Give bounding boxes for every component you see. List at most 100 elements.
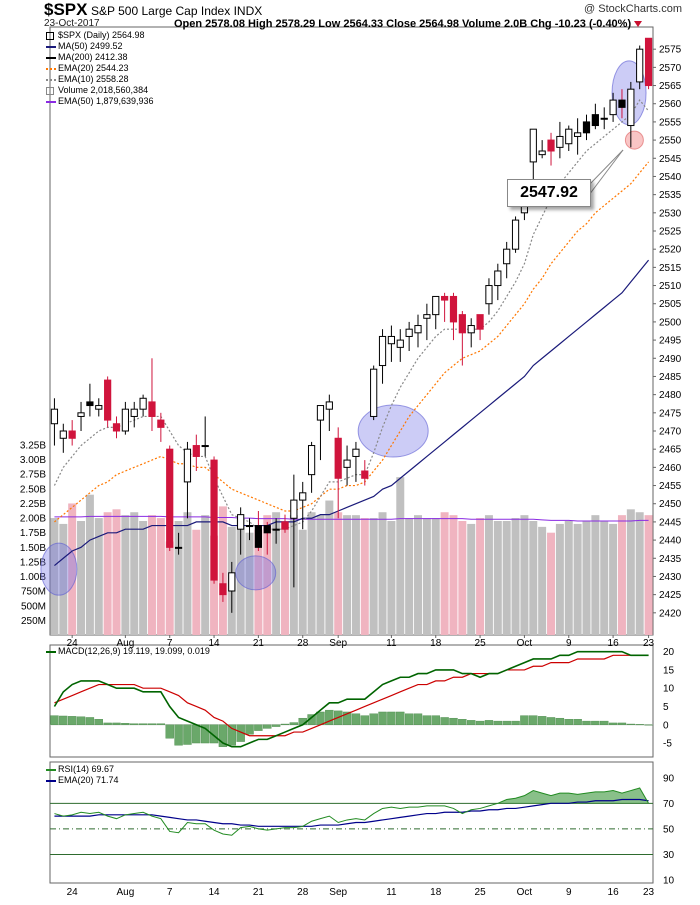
macd-histogram-bar bbox=[138, 723, 148, 725]
candle-body bbox=[50, 408, 59, 425]
macd-histogram-bar bbox=[147, 723, 157, 725]
macd-histogram-bar bbox=[529, 715, 538, 725]
legend-text: RSI(14) 69.67 bbox=[58, 764, 115, 774]
brand-label[interactable]: @ StockCharts.com bbox=[584, 3, 682, 15]
macd-histogram-bar bbox=[263, 724, 272, 729]
macd-histogram-bar bbox=[564, 719, 573, 725]
volume-bar bbox=[484, 515, 493, 635]
candle-body bbox=[316, 405, 325, 421]
candle-body bbox=[538, 150, 546, 156]
x-axis-label: Aug bbox=[116, 887, 134, 898]
volume-bar bbox=[520, 515, 529, 635]
candle-body bbox=[591, 114, 599, 127]
macd-tick-label: 10 bbox=[663, 684, 675, 695]
candle-body bbox=[112, 423, 121, 432]
candle-body bbox=[343, 459, 351, 468]
ma50-line bbox=[54, 259, 650, 567]
legend-entry: Volume 2,018,560,384 bbox=[46, 85, 154, 96]
price-tick-label: 2575 bbox=[659, 45, 682, 56]
candle-body bbox=[263, 525, 271, 534]
legend-swatch bbox=[46, 78, 56, 81]
macd-histogram-bar bbox=[537, 716, 547, 725]
rsi-ema-line bbox=[54, 798, 649, 827]
volume-bar bbox=[334, 512, 343, 635]
legend-text: $SPX (Daily) 2564.98 bbox=[58, 30, 145, 40]
volume-bar bbox=[414, 515, 422, 635]
macd-histogram-bar bbox=[475, 720, 485, 725]
candle-body bbox=[272, 528, 280, 531]
legend-swatch bbox=[46, 45, 56, 48]
candle-body bbox=[387, 335, 396, 345]
volume-ema50-line bbox=[54, 515, 649, 522]
volume-bar bbox=[582, 521, 591, 635]
candle-body bbox=[476, 314, 484, 330]
candle-body bbox=[361, 470, 369, 479]
volume-bar bbox=[422, 518, 431, 635]
candle-body bbox=[183, 448, 192, 483]
legend-entry: EMA(20) 2544.23 bbox=[46, 63, 154, 74]
x-axis-label: 23 bbox=[643, 638, 655, 649]
macd-tick-label: -5 bbox=[663, 739, 672, 750]
candle-body bbox=[511, 219, 520, 250]
macd-histogram-bar bbox=[325, 709, 334, 725]
x-axis-label: 24 bbox=[67, 887, 79, 898]
price-tick-label: 2565 bbox=[659, 81, 682, 92]
macd-histogram-bar bbox=[280, 723, 290, 725]
candle-body bbox=[370, 368, 378, 417]
price-tick-label: 2505 bbox=[659, 299, 682, 310]
candle-body bbox=[290, 499, 298, 519]
symbol-title: $SPX bbox=[44, 0, 88, 19]
candle-body bbox=[174, 546, 183, 549]
macd-histogram-bar bbox=[316, 711, 325, 725]
volume-bar bbox=[298, 529, 307, 635]
candle-body bbox=[166, 448, 174, 548]
volume-bar bbox=[644, 515, 653, 635]
legend-swatch bbox=[46, 56, 56, 59]
price-tick-label: 2560 bbox=[659, 99, 682, 110]
candle-body bbox=[104, 379, 112, 421]
macd-histogram-bar bbox=[413, 713, 423, 725]
candle-body bbox=[423, 314, 431, 319]
volume-bar bbox=[121, 515, 130, 635]
volume-bar bbox=[165, 541, 174, 635]
rsi-tick-label: 50 bbox=[663, 824, 675, 835]
candle-body bbox=[86, 401, 94, 407]
candle-body bbox=[59, 430, 67, 439]
candle-body bbox=[325, 401, 333, 410]
x-axis-label: 7 bbox=[167, 887, 173, 898]
volume-bar bbox=[635, 512, 644, 635]
legend-text: MA(200) 2412.38 bbox=[58, 52, 128, 62]
legend-text: EMA(20) 71.74 bbox=[58, 775, 119, 785]
price-tick-label: 2445 bbox=[659, 517, 682, 528]
macd-histogram-bar bbox=[404, 713, 414, 725]
volume-bar bbox=[263, 515, 272, 635]
macd-histogram-bar bbox=[245, 724, 254, 735]
highlight-ellipse bbox=[235, 555, 277, 591]
volume-bar bbox=[369, 518, 378, 635]
macd-histogram-bar bbox=[484, 720, 494, 725]
x-axis-label: 9 bbox=[566, 638, 572, 649]
legend-swatch bbox=[46, 31, 54, 40]
callout-pointer bbox=[588, 149, 624, 196]
volume-bar bbox=[449, 515, 458, 635]
x-axis-label: Sep bbox=[329, 887, 347, 898]
volume-bar bbox=[529, 521, 538, 635]
legend-entry: $SPX (Daily) 2564.98 bbox=[46, 30, 154, 41]
x-axis-label: 23 bbox=[643, 887, 655, 898]
volume-bar bbox=[254, 529, 263, 635]
volume-bar bbox=[156, 518, 165, 635]
candle-body bbox=[547, 139, 555, 152]
ema20-line bbox=[54, 161, 650, 523]
macd-histogram-bar bbox=[271, 724, 281, 727]
legend-text: EMA(20) 2544.23 bbox=[58, 63, 129, 73]
volume-bar bbox=[94, 518, 103, 635]
volume-bar bbox=[378, 512, 387, 635]
macd-histogram-bar bbox=[546, 717, 556, 725]
price-tick-label: 2500 bbox=[659, 317, 682, 328]
macd-histogram-bar bbox=[130, 723, 139, 725]
macd-histogram-bar bbox=[165, 724, 174, 739]
rsi-panel bbox=[49, 761, 654, 884]
candle-body bbox=[77, 412, 85, 417]
price-tick-label: 2465 bbox=[659, 445, 682, 456]
